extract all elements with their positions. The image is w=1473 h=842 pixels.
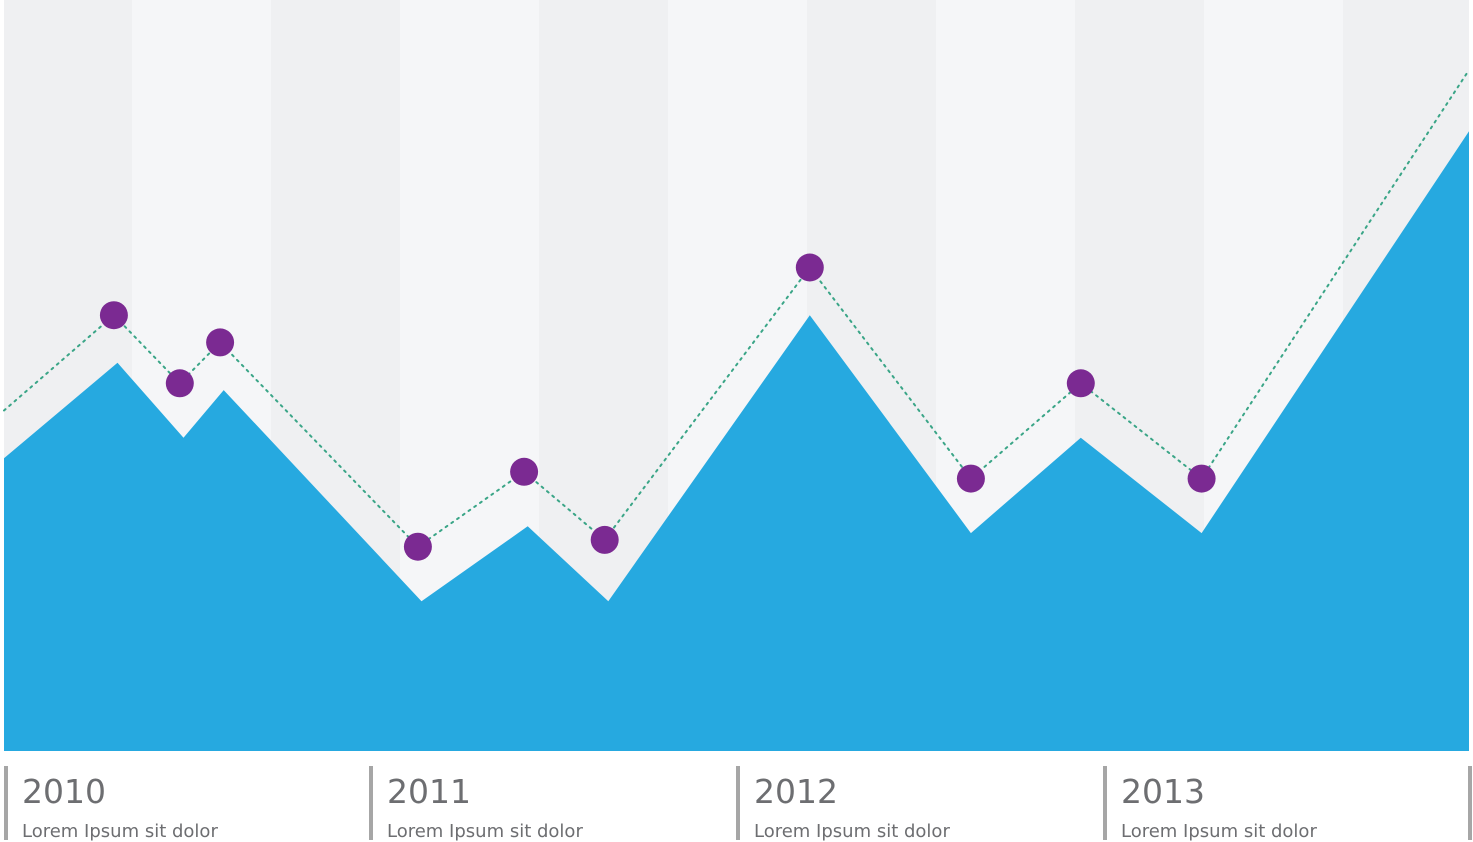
data-point-6 <box>590 525 619 554</box>
area-layer <box>4 131 1469 752</box>
period-caption-1: Lorem Ipsum sit dolor <box>387 821 583 842</box>
period-year-2: 2012 <box>754 772 838 811</box>
data-points <box>99 253 1216 561</box>
period-year-0: 2010 <box>22 772 106 811</box>
area-series <box>4 131 1469 752</box>
period-caption-2: Lorem Ipsum sit dolor <box>754 821 950 842</box>
data-point-7 <box>795 253 824 282</box>
period-separator-1 <box>369 766 373 840</box>
period-separator-3 <box>1103 766 1107 840</box>
period-caption-3: Lorem Ipsum sit dolor <box>1121 821 1317 842</box>
period-caption-0: Lorem Ipsum sit dolor <box>22 821 218 842</box>
data-point-9 <box>1066 369 1095 398</box>
data-point-8 <box>956 464 985 493</box>
data-point-4 <box>403 532 432 561</box>
period-separator-end <box>1468 766 1472 840</box>
data-point-5 <box>510 457 539 486</box>
period-separator-0 <box>4 766 8 840</box>
data-point-2 <box>165 369 194 398</box>
data-point-1 <box>99 301 128 330</box>
period-year-1: 2011 <box>387 772 471 811</box>
dotted-line-series <box>3 69 1470 549</box>
period-separator-2 <box>736 766 740 840</box>
left-edge <box>0 0 4 842</box>
right-edge <box>1469 0 1473 842</box>
data-point-3 <box>206 328 235 357</box>
period-year-3: 2013 <box>1121 772 1205 811</box>
dotted-line-layer <box>3 69 1470 549</box>
period-labels: 2010 Lorem Ipsum sit dolor 2011 Lorem Ipsum… <box>4 766 1472 842</box>
data-point-10 <box>1187 464 1216 493</box>
